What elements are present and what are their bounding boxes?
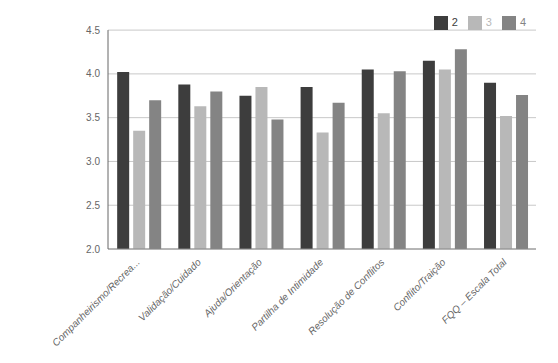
svg-text:4.5: 4.5: [86, 25, 100, 36]
svg-text:Conflito/Traição: Conflito/Traição: [391, 256, 448, 313]
svg-text:FQQ – Escala Total: FQQ – Escala Total: [439, 256, 509, 326]
svg-text:Validação/Cuidado: Validação/Cuidado: [136, 256, 203, 323]
svg-text:2.0: 2.0: [86, 244, 100, 255]
svg-text:3.0: 3.0: [86, 156, 100, 167]
svg-text:Companheirismo/Recrea...: Companheirismo/Recrea...: [50, 257, 142, 349]
html-text:2: 2: [451, 16, 458, 28]
svg-text:Ajuda/Orientação: Ajuda/Orientação: [201, 256, 264, 319]
svg-text:Partilha de Intimidade: Partilha de Intimidade: [249, 256, 326, 333]
svg-text:3.5: 3.5: [86, 112, 100, 123]
html-text:4: 4: [519, 16, 526, 28]
svg-text:2.5: 2.5: [86, 200, 100, 211]
svg-text:Resolução de Conflitos: Resolução de Conflitos: [306, 257, 386, 337]
html-text:3: 3: [485, 16, 492, 28]
svg-text:4.0: 4.0: [86, 68, 100, 79]
